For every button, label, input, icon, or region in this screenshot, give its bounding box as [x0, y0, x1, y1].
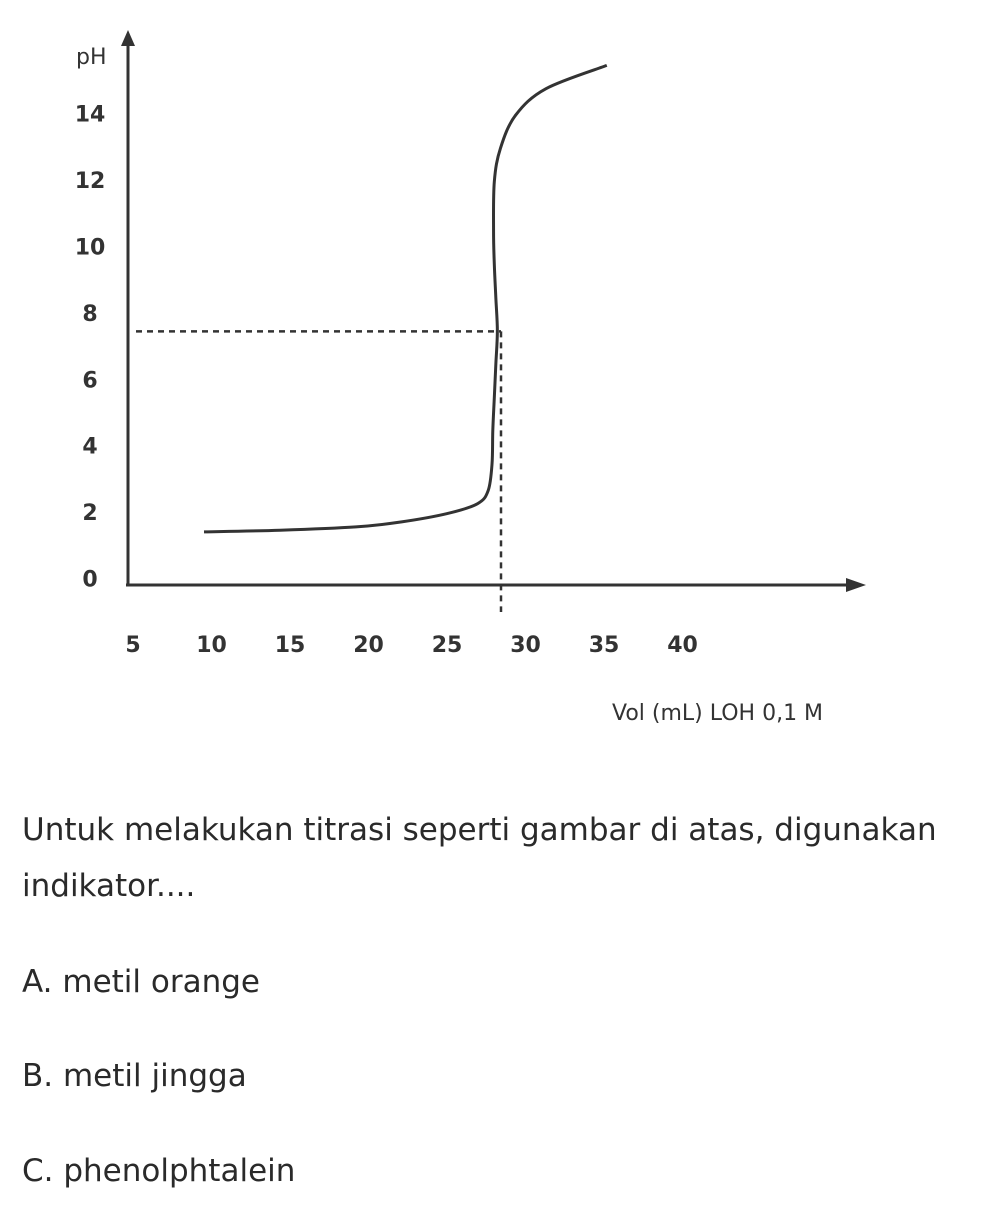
option-c[interactable]: C. phenolphtalein	[22, 1153, 296, 1189]
x-tick-label: 15	[275, 633, 306, 658]
y-tick-label: 10	[75, 236, 106, 261]
chart-axes	[121, 30, 866, 592]
question-text: Untuk melakukan titrasi seperti gambar d…	[22, 812, 937, 904]
x-tick-label: 25	[432, 633, 463, 658]
x-tick-label: 40	[667, 633, 698, 658]
y-tick-label: 0	[82, 568, 97, 593]
y-tick-labels: 0 2 4 6 8 10 12 14	[75, 103, 106, 593]
x-tick-label: 20	[353, 633, 384, 658]
x-tick-label: 30	[510, 633, 541, 658]
y-tick-label: 12	[75, 169, 106, 194]
y-tick-label: 2	[82, 501, 97, 526]
titration-curve-chart: 0 2 4 6 8 10 12 14 5 10 15 20 25 30 35 40 pH Vol (mL) …	[75, 30, 866, 726]
option-a[interactable]: A. metil orange	[22, 964, 260, 1000]
x-tick-label: 10	[196, 633, 227, 658]
x-tick-label: 5	[125, 633, 140, 658]
x-axis-arrow	[846, 578, 866, 592]
y-tick-label: 6	[82, 368, 97, 393]
y-axis-arrow	[121, 30, 135, 46]
titration-series	[203, 63, 608, 534]
titration-curve-line	[203, 63, 608, 534]
y-axis-label: pH	[76, 45, 107, 70]
equivalence-guides	[136, 330, 503, 612]
option-b[interactable]: B. metil jingga	[22, 1058, 247, 1094]
x-tick-labels: 5 10 15 20 25 30 35 40	[125, 633, 697, 658]
y-tick-label: 8	[82, 302, 97, 327]
x-tick-label: 35	[589, 633, 620, 658]
y-tick-label: 4	[82, 435, 97, 460]
x-axis-label: Vol (mL) LOH 0,1 M	[612, 701, 823, 726]
y-tick-label: 14	[75, 103, 106, 128]
